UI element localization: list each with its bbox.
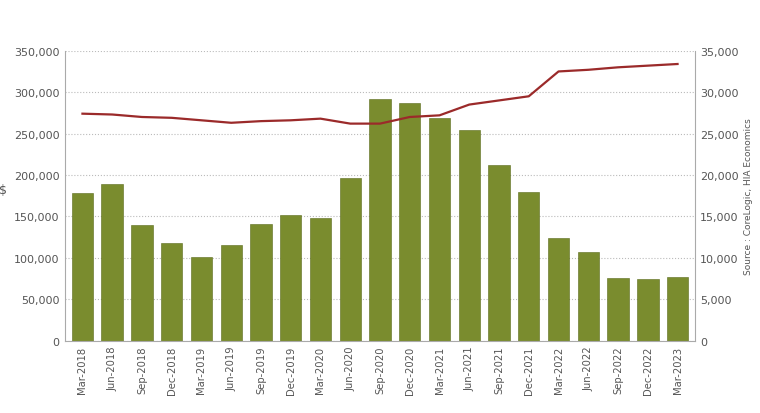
Bar bbox=[518, 193, 540, 341]
Bar bbox=[458, 131, 480, 341]
Bar bbox=[250, 224, 271, 341]
Bar bbox=[637, 280, 658, 341]
Y-axis label: Source : CoreLogic, HIA Economics: Source : CoreLogic, HIA Economics bbox=[745, 118, 753, 274]
Bar bbox=[102, 185, 123, 341]
Bar bbox=[369, 100, 391, 341]
Bar bbox=[667, 277, 689, 341]
Bar bbox=[280, 215, 302, 341]
Bar bbox=[548, 238, 569, 341]
Bar bbox=[161, 243, 182, 341]
Bar bbox=[220, 245, 242, 341]
Bar bbox=[71, 194, 93, 341]
Bar bbox=[607, 278, 629, 341]
Bar bbox=[399, 104, 420, 341]
Text: RESIDENTIAL LAND SALES & MEDIAN LOT VALUE - AUSTRALIA: RESIDENTIAL LAND SALES & MEDIAN LOT VALU… bbox=[126, 16, 634, 31]
Bar bbox=[191, 257, 212, 341]
Bar bbox=[578, 252, 599, 341]
Bar bbox=[340, 179, 361, 341]
Y-axis label: $: $ bbox=[0, 183, 7, 196]
Bar bbox=[310, 218, 331, 341]
Bar bbox=[429, 119, 450, 341]
Bar bbox=[489, 166, 510, 341]
Bar bbox=[131, 225, 153, 341]
